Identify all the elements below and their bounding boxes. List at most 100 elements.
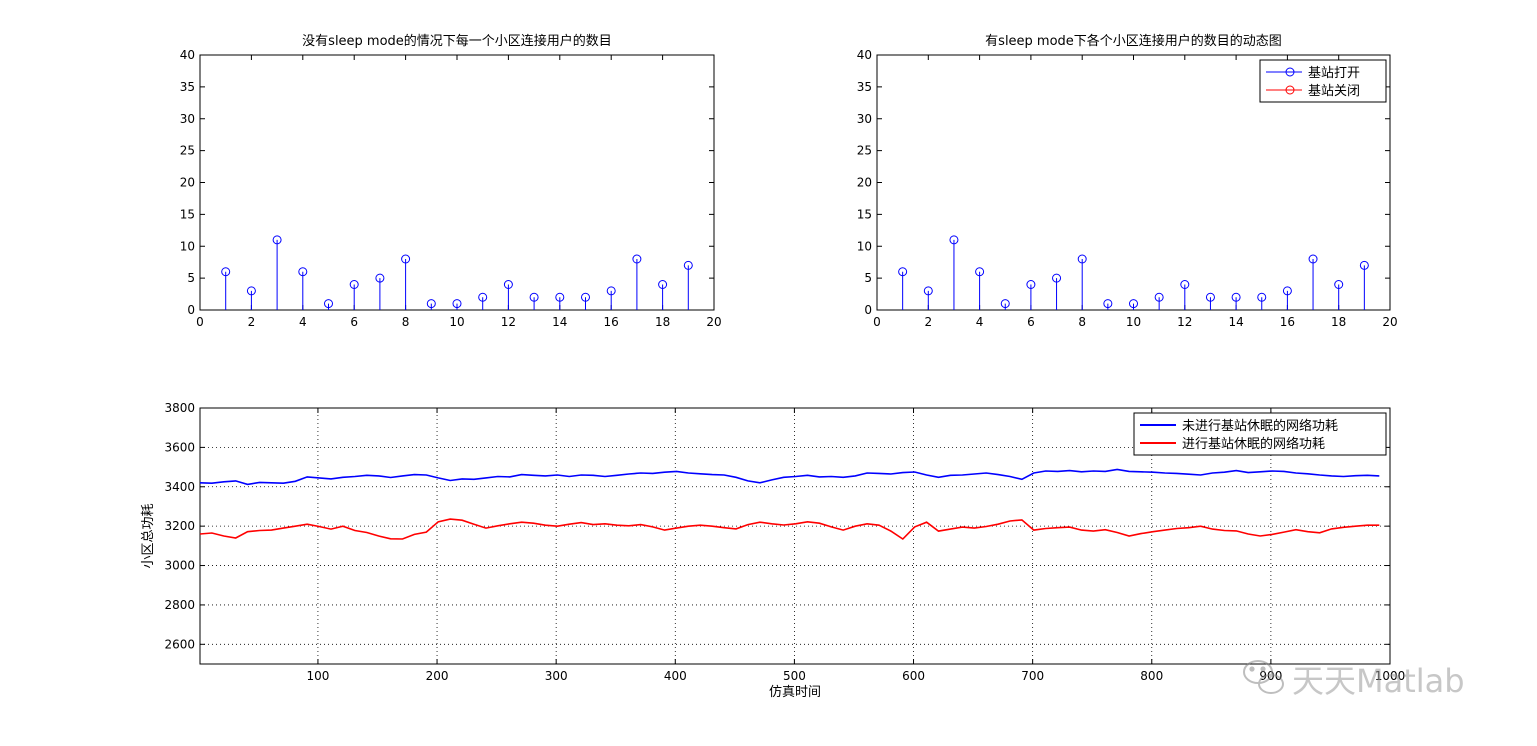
x-tick-label: 1000 (1375, 669, 1406, 683)
legend-label: 进行基站休眠的网络功耗 (1182, 436, 1325, 452)
x-tick-label: 600 (902, 669, 925, 683)
x-tick-label: 6 (350, 315, 358, 329)
x-tick-label: 8 (402, 315, 410, 329)
stem-marker (581, 292, 590, 302)
x-tick-label: 800 (1140, 669, 1163, 683)
y-tick-label: 3200 (164, 519, 195, 533)
x-tick-label: 0 (196, 315, 204, 329)
y-tick-label: 10 (857, 239, 872, 253)
stem-marker (658, 280, 668, 289)
wechat-logo-icon (1243, 660, 1284, 694)
stem-marker (1129, 299, 1138, 309)
stem-marker (452, 299, 462, 309)
x-tick-label: 0 (873, 315, 881, 329)
y-tick-label: 3800 (164, 401, 195, 415)
y-tick-label: 25 (180, 144, 195, 158)
y-tick-label: 40 (180, 48, 195, 62)
stem-marker (503, 280, 513, 289)
x-tick-label: 10 (1126, 315, 1141, 329)
watermark-text: 天天Matlab (1292, 662, 1465, 700)
x-tick-label: 100 (306, 669, 329, 683)
y-tick-label: 5 (864, 271, 872, 285)
x-tick-label: 10 (449, 315, 464, 329)
stem-marker (555, 292, 565, 302)
stem-marker (1052, 273, 1062, 283)
x-tick-label: 12 (501, 315, 516, 329)
legend-label: 未进行基站休眠的网络功耗 (1182, 418, 1338, 434)
chart-title: 有sleep mode下各个小区连接用户的数目的动态图 (985, 33, 1282, 49)
y-tick-label: 3600 (164, 440, 195, 454)
x-tick-label: 20 (706, 315, 721, 329)
chart-title: 没有sleep mode的情况下每一个小区连接用户的数目 (302, 33, 612, 49)
x-tick-label: 8 (1078, 315, 1086, 329)
stem-marker (1359, 260, 1369, 270)
x-tick-label: 6 (1027, 315, 1035, 329)
line-chart-total-power: 100 200 300 400 500 600 700 800 900 1000260028003… (141, 401, 1405, 700)
stem-marker (1231, 292, 1241, 302)
x-axis-label: 仿真时间 (769, 685, 821, 700)
y-tick-label: 25 (857, 144, 872, 158)
y-tick-label: 20 (180, 176, 195, 190)
x-tick-label: 500 (783, 669, 806, 683)
axes-box (199, 54, 715, 311)
x-tick-label: 16 (1280, 315, 1295, 329)
stem-marker (324, 299, 333, 309)
y-tick-label: 0 (187, 303, 195, 317)
stem-marker (1308, 254, 1318, 264)
stem-marker (375, 273, 385, 283)
stem-marker (298, 267, 308, 277)
stem-marker (1103, 299, 1113, 309)
stem-marker (1205, 292, 1215, 302)
stem-marker (349, 280, 359, 289)
stem-marker (898, 267, 908, 277)
y-tick-label: 2600 (164, 637, 195, 651)
stem-marker (632, 254, 642, 264)
y-tick-label: 15 (180, 207, 195, 221)
stem-marker (975, 267, 985, 277)
x-tick-label: 2 (924, 315, 932, 329)
stem-marker (529, 292, 539, 302)
y-tick-label: 0 (864, 303, 872, 317)
x-tick-label: 14 (552, 315, 567, 329)
x-tick-label: 18 (1331, 315, 1346, 329)
y-tick-label: 3000 (164, 559, 195, 573)
y-tick-label: 10 (180, 239, 195, 253)
stem-chart-no-sleep-mode: 0 2 4 6 8 10 12 14 16 18 20 0 5 10 15 20 25 30 35 40 没有sleep… (180, 33, 722, 329)
watermark: 天天Matlab (1243, 660, 1465, 700)
stem-marker (1180, 280, 1190, 289)
legend-marker (1285, 85, 1295, 95)
y-tick-label: 35 (857, 80, 872, 94)
stem-marker (606, 286, 616, 296)
x-tick-label: 200 (426, 669, 449, 683)
stem-marker (1000, 299, 1010, 309)
legend-label: 基站关闭 (1308, 84, 1360, 99)
stem-marker (1154, 292, 1164, 302)
y-tick-label: 15 (857, 207, 872, 221)
x-tick-label: 2 (248, 315, 256, 329)
y-tick-label: 30 (180, 112, 195, 126)
y-tick-label: 2800 (164, 598, 195, 612)
x-tick-label: 20 (1382, 315, 1397, 329)
stem-marker (923, 286, 933, 296)
legend-box (1259, 59, 1387, 103)
x-tick-label: 700 (1021, 669, 1044, 683)
stem-marker (1077, 254, 1087, 264)
x-tick-label: 16 (604, 315, 619, 329)
stem-marker (426, 299, 436, 309)
stem-chart-with-sleep-mode: 0 2 4 6 8 10 12 14 16 18 20 0 5 10 15 20 25 30 35 40 有sleep … (857, 33, 1398, 329)
x-tick-label: 4 (299, 315, 307, 329)
stem-marker (683, 260, 693, 270)
x-tick-label: 12 (1177, 315, 1192, 329)
stem-marker (949, 235, 959, 245)
x-tick-label: 300 (545, 669, 568, 683)
legend-marker (1285, 67, 1295, 77)
stem-marker (1282, 286, 1292, 296)
x-tick-label: 400 (664, 669, 687, 683)
x-tick-label: 14 (1228, 315, 1243, 329)
y-tick-label: 20 (857, 176, 872, 190)
stem-marker (272, 235, 282, 245)
stem-marker (246, 286, 256, 296)
